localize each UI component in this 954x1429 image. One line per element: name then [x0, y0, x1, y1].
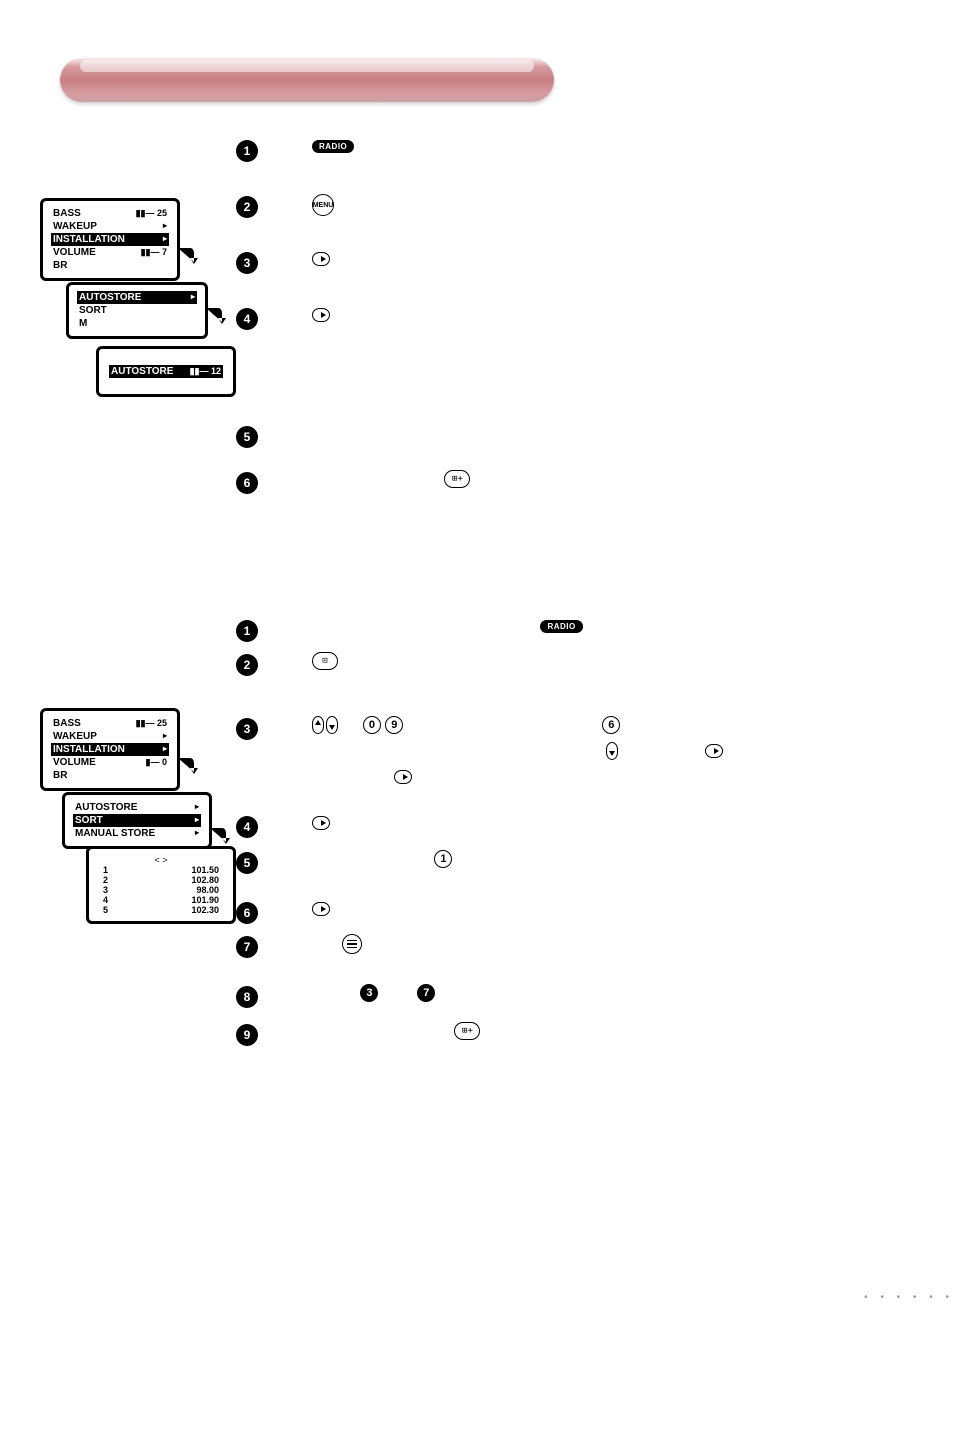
step-number-badge: 1: [236, 140, 258, 162]
header-banner: [60, 58, 554, 102]
cursor-right-icon: [312, 902, 330, 916]
menu-label: VOLUME: [53, 247, 96, 258]
menu-label: AUTOSTORE: [111, 366, 173, 377]
menu-value: ▮▮— 25: [136, 718, 167, 729]
page-footer-dots: • • • • • •: [864, 1292, 954, 1303]
sort-steps: 1 RADIO 2 ⊡ 3 0 9: [236, 618, 936, 1070]
cursor-up-icon: [312, 716, 324, 734]
menu-label: MANUAL STORE: [75, 828, 155, 839]
sort-freq: 102.80: [191, 875, 219, 885]
cursor-down-icon: [326, 716, 338, 734]
radio-key-icon: RADIO: [540, 620, 582, 633]
step-number-badge: 6: [236, 902, 258, 924]
menu-label: AUTOSTORE: [79, 292, 141, 303]
osd-key-icon: ⊞+: [444, 470, 470, 488]
step-number-badge: 3: [236, 718, 258, 740]
cursor-right-icon: [312, 252, 330, 266]
step-number-badge: 6: [236, 472, 258, 494]
digit-key-icon: 6: [602, 716, 620, 734]
osd-key-icon: ⊞+: [454, 1022, 480, 1040]
cascade-arrow-icon: [176, 246, 200, 270]
menu-label: M: [79, 318, 87, 329]
sort-freq: 101.90: [191, 895, 219, 905]
step-number-badge: 2: [236, 654, 258, 676]
step-ref-badge: 3: [360, 984, 378, 1002]
sort-freq: 102.30: [191, 905, 219, 915]
cascade-arrow-icon: [176, 756, 200, 780]
menu-label: INSTALLATION: [53, 234, 125, 245]
menu-cascade-sort: BASS ▮▮— 25 WAKEUP ▸ INSTALLATION ▸ VOLUME ▮…: [40, 708, 245, 988]
sort-freq: 98.00: [196, 885, 219, 895]
cursor-down-icon: [606, 742, 618, 760]
digit-key-icon: 1: [434, 850, 452, 868]
sort-index: 4: [103, 895, 108, 905]
step-ref-badge: 7: [417, 984, 435, 1002]
sort-index: 3: [103, 885, 108, 895]
step-number-badge: 4: [236, 308, 258, 330]
cascade-arrow-icon: [204, 306, 228, 330]
digit-key-icon: 0: [363, 716, 381, 734]
menu-arrow-icon: ▸: [163, 731, 167, 742]
menu-arrow-icon: ▸: [195, 802, 199, 813]
menu-label: WAKEUP: [53, 221, 97, 232]
menu-label: INSTALLATION: [53, 744, 125, 755]
list-key-icon: [342, 934, 362, 954]
step-number-badge: 3: [236, 252, 258, 274]
menu-cascade-autostore: BASS ▮▮— 25 WAKEUP ▸ INSTALLATION ▸ VOLUME ▮…: [40, 198, 245, 458]
step-number-badge: 5: [236, 426, 258, 448]
step-number-badge: 8: [236, 986, 258, 1008]
menu-label: SORT: [79, 305, 107, 316]
menu-label: AUTOSTORE: [75, 802, 137, 813]
digit-key-icon: 9: [385, 716, 403, 734]
radio-key-icon: RADIO: [312, 140, 354, 153]
menu-value: ▮— 0: [146, 757, 167, 768]
sort-index: 2: [103, 875, 108, 885]
menu-arrow-icon: ▸: [163, 234, 167, 245]
sort-index: 5: [103, 905, 108, 915]
step-number-badge: 2: [236, 196, 258, 218]
menu-key-icon: MENU: [312, 194, 334, 216]
osd-key-icon: ⊡: [312, 652, 338, 670]
sort-title: < >: [97, 855, 225, 865]
step-number-badge: 5: [236, 852, 258, 874]
sort-freq: 101.50: [191, 865, 219, 875]
step-number-badge: 9: [236, 1024, 258, 1046]
menu-arrow-icon: ▸: [163, 744, 167, 755]
menu-label: BASS: [53, 718, 81, 729]
cursor-right-icon: [705, 744, 723, 758]
menu-label: BR: [53, 260, 67, 271]
step-number-badge: 1: [236, 620, 258, 642]
menu-label: BR: [53, 770, 67, 781]
cursor-right-icon: [394, 770, 412, 784]
menu-label: WAKEUP: [53, 731, 97, 742]
cursor-right-icon: [312, 308, 330, 322]
menu-label: SORT: [75, 815, 103, 826]
cursor-right-icon: [312, 816, 330, 830]
step-number-badge: 7: [236, 936, 258, 958]
menu-arrow-icon: ▸: [191, 292, 195, 303]
step-number-badge: 4: [236, 816, 258, 838]
menu-value: ▮▮— 25: [136, 208, 167, 219]
sort-index: 1: [103, 865, 108, 875]
menu-arrow-icon: ▸: [195, 815, 199, 826]
menu-arrow-icon: ▸: [163, 221, 167, 232]
menu-value: ▮▮— 12: [190, 366, 221, 377]
menu-arrow-icon: ▸: [195, 828, 199, 839]
menu-label: VOLUME: [53, 757, 96, 768]
menu-label: BASS: [53, 208, 81, 219]
menu-value: ▮▮— 7: [141, 247, 167, 258]
autostore-steps: 1 RADIO 2 MENU 3 4: [236, 138, 936, 518]
